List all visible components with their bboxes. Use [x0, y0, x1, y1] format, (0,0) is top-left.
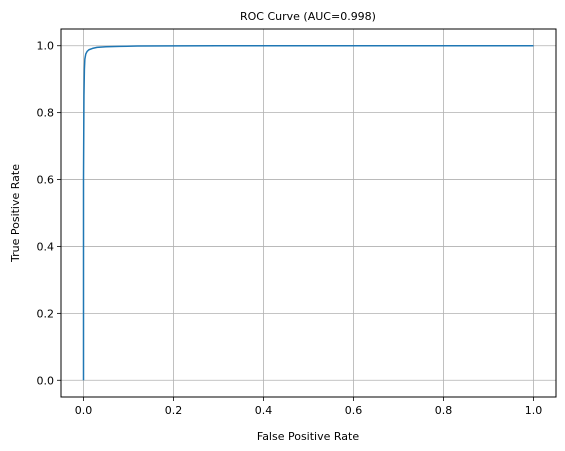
x-tick-label: 0.6: [345, 404, 363, 417]
series-layer: [82, 44, 534, 381]
y-tick-label: 0.6: [37, 174, 55, 187]
x-tick-label: 0.2: [165, 404, 183, 417]
x-axis-ticks: 0.0 0.2 0.4 0.6 0.8 1.0: [75, 397, 543, 417]
y-tick-label: 0.8: [37, 107, 55, 120]
chart-title: ROC Curve (AUC=0.998): [240, 10, 376, 23]
y-tick-label: 1.0: [37, 40, 55, 53]
y-tick-label: 0.2: [37, 307, 55, 320]
y-tick-label: 0.0: [37, 374, 55, 387]
y-axis-label: True Positive Rate: [9, 164, 22, 263]
grid-lines: [61, 29, 556, 397]
x-axis-label: False Positive Rate: [257, 430, 359, 443]
y-tick-label: 0.4: [37, 240, 55, 253]
x-tick-label: 1.0: [525, 404, 543, 417]
y-axis-ticks: 0.0 0.2 0.4 0.6 0.8 1.0: [37, 40, 61, 387]
plot-frame: [60, 28, 557, 398]
x-tick-label: 0.4: [255, 404, 273, 417]
x-tick-label: 0.0: [75, 404, 93, 417]
x-tick-label: 0.8: [435, 404, 453, 417]
roc-curve-line: [82, 44, 534, 381]
